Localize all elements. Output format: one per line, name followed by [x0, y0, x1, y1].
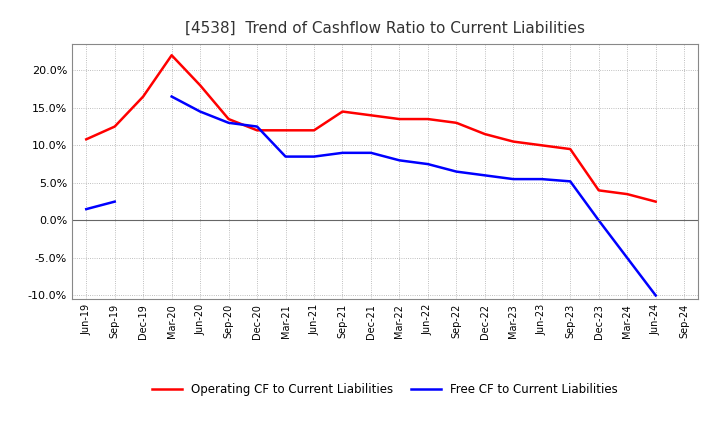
Legend: Operating CF to Current Liabilities, Free CF to Current Liabilities: Operating CF to Current Liabilities, Fre… — [148, 378, 623, 400]
Free CF to Current Liabilities — [566, 179, 575, 184]
Operating CF to Current Liabilities — [253, 128, 261, 133]
Free CF to Current Liabilities — [509, 176, 518, 182]
Operating CF to Current Liabilities — [167, 53, 176, 58]
Operating CF to Current Liabilities — [652, 199, 660, 204]
Free CF to Current Liabilities — [537, 176, 546, 182]
Operating CF to Current Liabilities — [338, 109, 347, 114]
Free CF to Current Liabilities — [423, 161, 432, 167]
Operating CF to Current Liabilities — [595, 188, 603, 193]
Operating CF to Current Liabilities — [282, 128, 290, 133]
Operating CF to Current Liabilities — [310, 128, 318, 133]
Operating CF to Current Liabilities — [537, 143, 546, 148]
Free CF to Current Liabilities — [225, 120, 233, 125]
Free CF to Current Liabilities — [196, 109, 204, 114]
Title: [4538]  Trend of Cashflow Ratio to Current Liabilities: [4538] Trend of Cashflow Ratio to Curren… — [185, 21, 585, 36]
Free CF to Current Liabilities — [110, 199, 119, 204]
Free CF to Current Liabilities — [623, 255, 631, 260]
Free CF to Current Liabilities — [366, 150, 375, 155]
Free CF to Current Liabilities — [253, 124, 261, 129]
Free CF to Current Liabilities — [310, 154, 318, 159]
Free CF to Current Liabilities — [652, 293, 660, 298]
Operating CF to Current Liabilities — [423, 117, 432, 122]
Free CF to Current Liabilities — [167, 94, 176, 99]
Operating CF to Current Liabilities — [566, 147, 575, 152]
Operating CF to Current Liabilities — [82, 137, 91, 142]
Free CF to Current Liabilities — [82, 206, 91, 212]
Operating CF to Current Liabilities — [395, 117, 404, 122]
Operating CF to Current Liabilities — [110, 124, 119, 129]
Operating CF to Current Liabilities — [509, 139, 518, 144]
Free CF to Current Liabilities — [338, 150, 347, 155]
Operating CF to Current Liabilities — [366, 113, 375, 118]
Operating CF to Current Liabilities — [623, 191, 631, 197]
Operating CF to Current Liabilities — [225, 117, 233, 122]
Free CF to Current Liabilities — [282, 154, 290, 159]
Free CF to Current Liabilities — [480, 173, 489, 178]
Operating CF to Current Liabilities — [139, 94, 148, 99]
Free CF to Current Liabilities — [395, 158, 404, 163]
Operating CF to Current Liabilities — [452, 120, 461, 125]
Free CF to Current Liabilities — [452, 169, 461, 174]
Free CF to Current Liabilities — [595, 218, 603, 223]
Operating CF to Current Liabilities — [196, 83, 204, 88]
Line: Free CF to Current Liabilities: Free CF to Current Liabilities — [86, 96, 656, 295]
Operating CF to Current Liabilities — [480, 132, 489, 137]
Line: Operating CF to Current Liabilities: Operating CF to Current Liabilities — [86, 55, 656, 202]
